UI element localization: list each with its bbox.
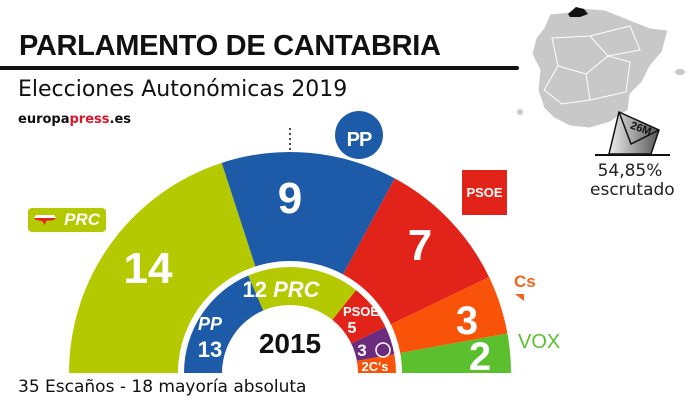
seats-cs-2015: 2C's (362, 359, 389, 374)
svg-text:PP: PP (198, 314, 223, 334)
page-title: PARLAMENTO DE CANTABRIA (19, 30, 441, 62)
seats-vox-2019: 2 (469, 335, 491, 379)
prc-mark-icon (34, 215, 56, 225)
center-label-2015: 2015 (259, 328, 321, 359)
vox-logo: VOX (518, 331, 561, 353)
scrutiny-percent: 54,85% (597, 161, 663, 181)
scrutiny-label: escrutado (590, 180, 675, 200)
seats-psoe-2015: 5 (348, 320, 357, 337)
title-divider (0, 66, 519, 70)
seats-cs-2019: 3 (456, 299, 478, 343)
pp-logo: PP (335, 111, 383, 159)
subtitle: Elecciones Autonómicas 2019 (18, 77, 348, 102)
seats-pp-2015: 13 (198, 337, 222, 362)
prc-logo: PRC (28, 208, 106, 232)
seats-prc-2019: 14 (124, 244, 173, 293)
seats-pp-2019: 9 (278, 174, 302, 223)
cs-logo: Cs (514, 272, 536, 301)
spain-map-icon (517, 7, 685, 129)
label-psoe-2015: PSOE (343, 304, 379, 319)
seats-prc-2015: 12 PRC (242, 277, 320, 302)
pp-inner-logo: PP (198, 314, 223, 334)
psoe-logo: PSOE (462, 170, 507, 215)
scrutiny-status: 54,85% escrutado (590, 161, 675, 200)
seats-psoe-2019: 7 (408, 221, 432, 270)
brand-logo: europapress.es (18, 112, 132, 127)
seat-summary: 35 Escaños - 18 mayoría absoluta (18, 377, 307, 397)
seats-podemos-2015: 3 (357, 341, 366, 360)
ballot-envelope-icon: 26M (595, 110, 670, 156)
